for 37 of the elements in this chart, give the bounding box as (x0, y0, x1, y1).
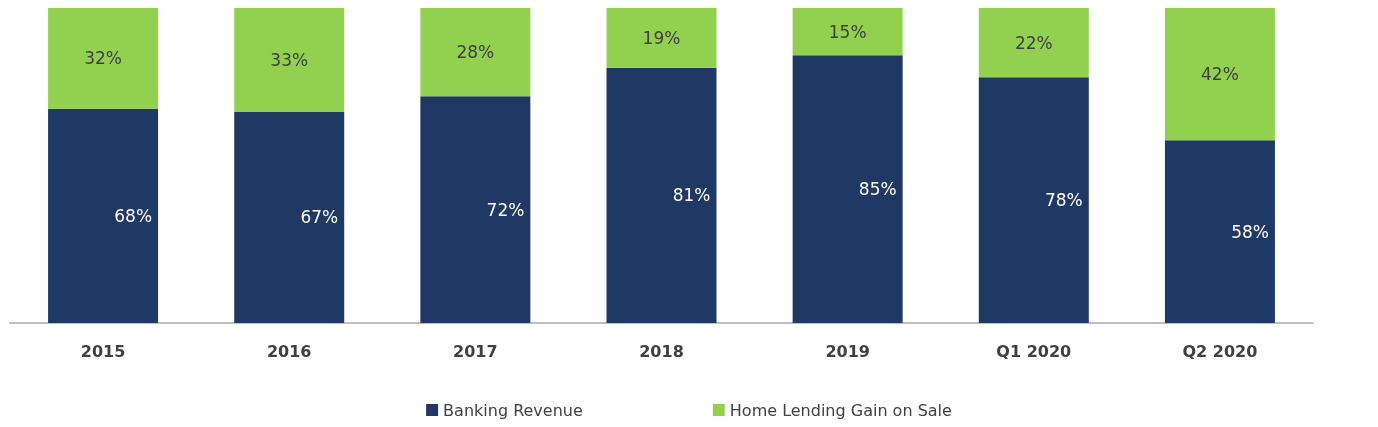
x-tick-label: 2015 (80, 341, 126, 361)
x-tick-label: 2016 (266, 341, 312, 361)
x-tick-label: Q1 2020 (996, 341, 1072, 361)
data-label: 78% (1044, 190, 1083, 211)
bar (420, 8, 531, 97)
bar (606, 8, 717, 68)
data-label: 72% (486, 199, 525, 220)
x-tick-label: 2018 (639, 341, 684, 361)
data-label: 33% (270, 49, 309, 70)
data-label: 85% (858, 179, 897, 200)
data-label: 68% (114, 205, 153, 226)
data-label: 15% (828, 21, 867, 42)
x-tick-label: 2019 (825, 341, 870, 361)
bar (1164, 8, 1275, 141)
bar (606, 67, 717, 323)
data-label: 22% (1014, 32, 1053, 53)
bar (48, 8, 159, 109)
bar (792, 55, 903, 323)
bar (48, 108, 159, 323)
legend-label: Banking Revenue (443, 400, 583, 420)
data-label: 32% (84, 48, 122, 69)
data-label: 81% (672, 185, 711, 206)
data-label: 58% (1231, 221, 1269, 242)
bar (792, 8, 903, 56)
data-label: 19% (642, 27, 681, 48)
bar (978, 8, 1089, 78)
x-tick-label: Q2 2020 (1182, 341, 1258, 361)
bar (234, 111, 345, 323)
x-tick-label: 2017 (453, 341, 498, 361)
bar (978, 77, 1089, 323)
data-label: 42% (1201, 64, 1239, 85)
data-label: 28% (456, 42, 495, 63)
bar (234, 8, 345, 112)
legend-label: Home Lending Gain on Sale (729, 400, 952, 420)
bar (1164, 140, 1275, 323)
data-label: 67% (300, 207, 339, 228)
bar (420, 96, 531, 323)
